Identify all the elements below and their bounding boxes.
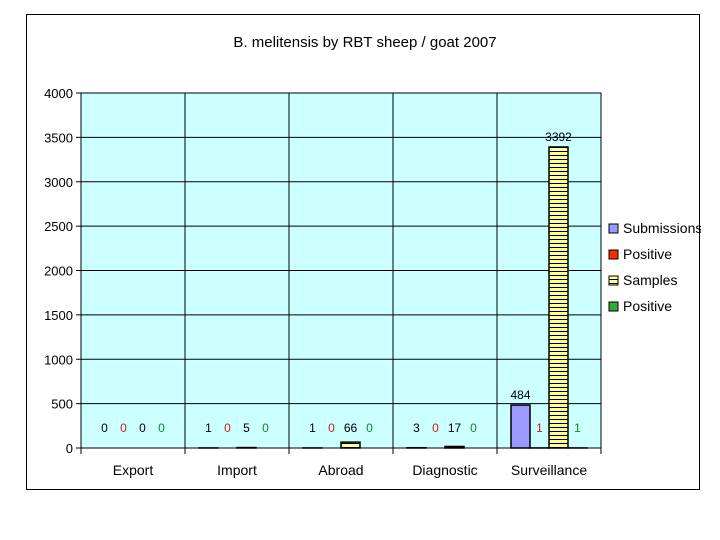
bar (548, 146, 569, 449)
y-tick-label: 500 (51, 397, 73, 412)
data-label: 0 (139, 421, 146, 435)
legend-label: Submissions (623, 220, 701, 236)
y-tick-label: 3000 (44, 175, 73, 190)
data-label: 5 (243, 421, 250, 435)
data-label: 0 (262, 421, 269, 435)
x-tick-label: Import (217, 462, 257, 478)
bar (340, 441, 361, 449)
legend-label: Positive (623, 246, 672, 262)
y-tick-label: 2500 (44, 219, 73, 234)
data-label: 0 (366, 421, 373, 435)
data-label: 0 (470, 421, 477, 435)
legend-swatch (608, 275, 619, 286)
x-tick-label: Export (113, 462, 154, 478)
x-tick-label: Abroad (318, 462, 363, 478)
x-tick-label: Diagnostic (412, 462, 477, 478)
data-label: 1 (574, 421, 581, 435)
data-label: 17 (448, 421, 462, 435)
y-tick-label: 3500 (44, 130, 73, 145)
data-label: 0 (224, 421, 231, 435)
data-label: 0 (432, 421, 439, 435)
y-tick-label: 4000 (44, 86, 73, 101)
data-label: 0 (158, 421, 165, 435)
y-tick-label: 0 (66, 441, 73, 456)
data-label: 3 (413, 421, 420, 435)
data-label: 66 (344, 421, 358, 435)
y-tick-label: 1500 (44, 308, 73, 323)
data-label: 1 (536, 421, 543, 435)
bar-chart: B. melitensis by RBT sheep / goat 200705… (44, 34, 701, 478)
y-tick-label: 2000 (44, 264, 73, 279)
legend-label: Samples (623, 272, 677, 288)
data-label: 3392 (545, 130, 572, 144)
legend-swatch (608, 249, 619, 260)
chart-frame: B. melitensis by RBT sheep / goat 2007 0 5… (26, 14, 701, 490)
legend-swatch (608, 301, 619, 312)
legend-label: Positive (623, 298, 672, 314)
bar (510, 404, 531, 449)
legend-swatch (608, 223, 619, 234)
data-label: 484 (510, 388, 530, 402)
data-label: 1 (309, 421, 316, 435)
data-label: 0 (328, 421, 335, 435)
y-tick-label: 1000 (44, 352, 73, 367)
x-tick-label: Surveillance (511, 462, 587, 478)
chart-title: B. melitensis by RBT sheep / goat 2007 (233, 34, 496, 51)
data-label: 1 (205, 421, 212, 435)
data-label: 0 (101, 421, 108, 435)
bar (444, 445, 465, 449)
data-label: 0 (120, 421, 127, 435)
